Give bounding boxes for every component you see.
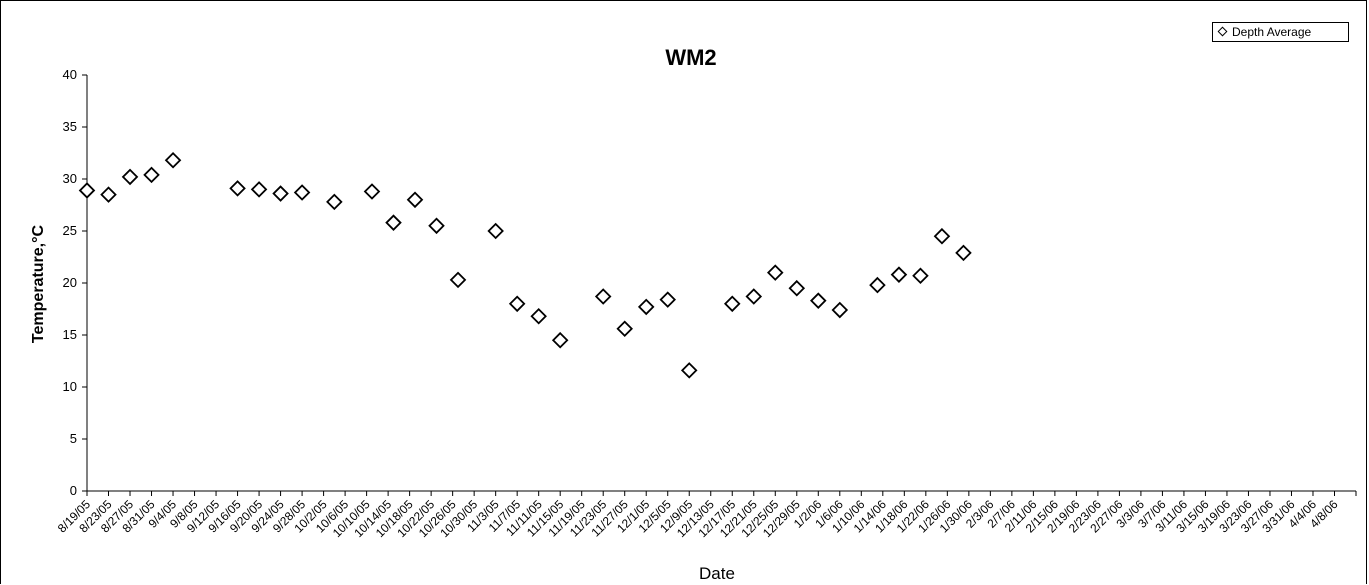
data-point [487,222,504,240]
data-point [637,298,655,316]
data-point [164,152,182,169]
y-axis-label: Temperature,°C [30,224,47,343]
data-point [363,183,381,200]
legend: Depth Average [1212,22,1349,42]
data-point [428,217,445,235]
data-point [508,295,526,313]
data-point [745,288,763,305]
data-point [250,181,268,198]
data-point [831,301,849,319]
data-point [530,308,547,325]
data-point [955,244,972,262]
data-point [406,191,424,209]
data-point [551,331,569,349]
y-tick-label: 5 [70,431,77,446]
legend-label: Depth Average [1232,25,1312,39]
data-point [293,184,311,201]
diamond-marker-icon [1217,26,1228,37]
data-point [680,362,698,379]
data-point [143,166,160,184]
data-point [869,276,886,294]
data-point [933,227,951,245]
data-point [810,292,827,309]
y-tick-label: 30 [63,171,77,186]
data-point [449,271,467,289]
y-tick-label: 15 [63,327,77,342]
data-point [326,193,343,211]
data-point [385,214,402,231]
data-point [890,266,908,283]
data-point [616,320,633,338]
data-point [659,291,677,308]
data-point [121,168,139,186]
y-tick-label: 40 [63,67,77,82]
y-axis: 0 5 10 15 20 25 30 35 40 [63,67,88,498]
data-point [912,267,929,284]
y-tick-label: 10 [63,379,77,394]
data-point [788,279,806,297]
x-axis: 8/19/058/23/058/27/058/31/059/4/059/8/05… [55,490,1357,540]
y-tick-label: 20 [63,275,77,290]
y-tick-label: 25 [63,223,77,238]
chart-title: WM2 [665,45,716,70]
data-point [229,180,246,197]
x-axis-label: Date [699,564,735,583]
data-point [100,186,117,203]
data-point [272,185,289,202]
data-point [594,288,612,305]
data-points [78,152,972,379]
data-point [723,295,741,313]
data-point [766,264,784,281]
y-tick-label: 0 [70,483,77,498]
data-point [78,182,96,199]
y-tick-label: 35 [63,119,77,134]
